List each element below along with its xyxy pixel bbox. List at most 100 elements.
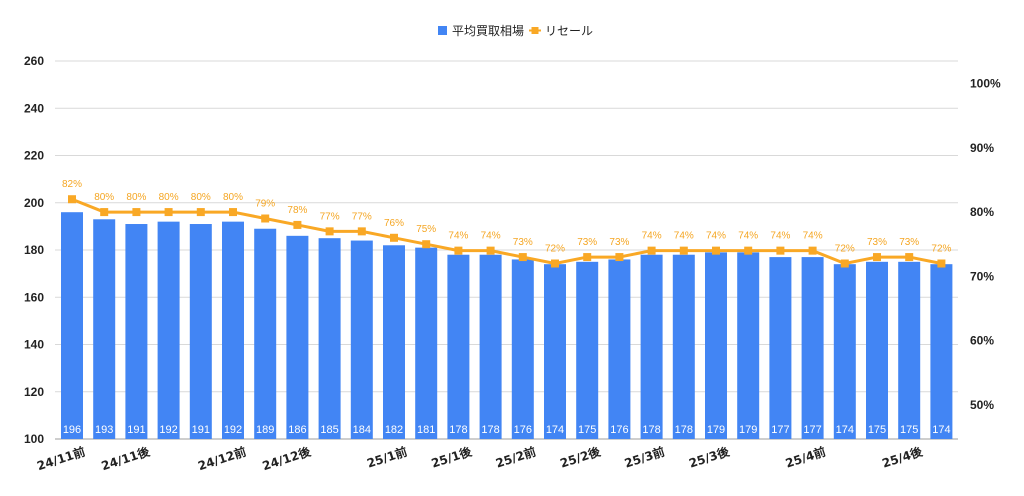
x-tick-label: 24/12前 (196, 444, 248, 474)
bar-value-label: 178 (481, 424, 499, 436)
bar (415, 247, 438, 439)
y-left-tick-label: 120 (24, 385, 44, 399)
line-value-label: 73% (577, 237, 597, 248)
line-point (196, 208, 205, 217)
line-point (229, 208, 237, 217)
bar-value-label: 174 (546, 424, 564, 436)
line-point (164, 208, 173, 217)
line-value-label: 74% (706, 231, 726, 242)
bar (705, 252, 727, 439)
bar (479, 254, 502, 439)
y-axis-right: 50% 60% 70% 80% 90% 100% (970, 77, 1001, 412)
line-value-label: 73% (609, 237, 629, 248)
bar (318, 238, 341, 439)
y-left-tick-label: 140 (24, 338, 44, 352)
bar-value-label: 174 (836, 424, 854, 436)
line-point (615, 253, 624, 262)
line-point (776, 246, 785, 255)
y-left-tick-label: 160 (24, 290, 44, 304)
line-point (390, 233, 398, 242)
line-value-label: 74% (770, 231, 790, 242)
bar-value-label: 174 (932, 424, 950, 436)
bar-value-label: 178 (449, 424, 467, 436)
bar-value-label: 178 (642, 424, 660, 436)
bar (769, 257, 792, 439)
bar-value-label: 177 (803, 424, 821, 436)
y-right-tick-label: 90% (970, 141, 994, 155)
bar (608, 259, 631, 439)
line-value-label: 72% (835, 244, 855, 255)
bar-value-label: 181 (417, 424, 435, 436)
line-value-label: 72% (931, 244, 951, 255)
bar (222, 221, 244, 439)
x-tick-label: 25/1前 (365, 444, 409, 471)
x-tick-label: 25/3後 (687, 443, 732, 470)
bar-value-label: 182 (385, 424, 403, 436)
line-value-label: 77% (352, 211, 372, 222)
bar-value-label: 175 (868, 424, 886, 436)
line-value-label: 80% (223, 192, 243, 203)
y-left-tick-label: 180 (24, 243, 44, 257)
line-point (647, 246, 656, 255)
bar (576, 261, 599, 439)
x-tick-label: 24/11前 (35, 444, 87, 474)
bar (801, 257, 824, 439)
bar-value-label: 193 (95, 424, 113, 436)
line-point (808, 246, 817, 255)
line-value-label: 75% (416, 224, 436, 235)
line-point (551, 259, 559, 268)
bar (447, 254, 470, 439)
line-point (937, 259, 946, 268)
line-value-label: 74% (642, 231, 662, 242)
line-point (422, 240, 431, 249)
resale-line (71, 197, 942, 265)
line-point (840, 259, 849, 268)
bar (640, 254, 663, 439)
y-left-tick-label: 260 (24, 54, 44, 68)
bar-value-label: 185 (320, 424, 338, 436)
bar (898, 261, 921, 439)
line-point (679, 246, 688, 255)
y-axis-left: 100 120 140 160 180 200 220 240 260 (24, 54, 44, 446)
line-value-label: 73% (867, 237, 887, 248)
bar (672, 254, 695, 439)
bar-series (61, 212, 953, 439)
bar (930, 264, 953, 439)
x-tick-label: 25/3前 (622, 444, 666, 471)
y-right-tick-label: 50% (970, 398, 994, 412)
line-value-label: 74% (803, 231, 823, 242)
bar (125, 224, 148, 439)
y-left-tick-label: 100 (24, 432, 44, 446)
line-labels: 82% 80% 80% 80% 80% 80% 79% 78% 77% 77% 76% 75% 74% 7… (62, 179, 952, 254)
line-value-label: 74% (448, 231, 468, 242)
line-point (132, 208, 141, 217)
bar-value-label: 176 (514, 424, 532, 436)
x-tick-label: 25/4後 (880, 443, 925, 470)
bar (157, 221, 180, 439)
bar (350, 240, 373, 439)
y-left-tick-label: 200 (24, 196, 44, 210)
line-point (454, 246, 463, 255)
y-right-tick-label: 70% (970, 269, 994, 283)
x-tick-label: 25/2後 (558, 443, 603, 470)
line-value-label: 77% (320, 211, 340, 222)
bar-value-label: 179 (739, 424, 757, 436)
x-tick-label: 25/4前 (783, 444, 827, 471)
legend-swatch-marker (531, 27, 539, 34)
x-axis: 24/11前 24/11後 24/12前 24/12後 25/1前 25/1後 25/2前 2… (35, 443, 925, 473)
line-point (744, 246, 753, 255)
legend: 平均買取相場 リセール (438, 24, 593, 38)
line-value-label: 73% (513, 237, 533, 248)
line-value-label: 78% (287, 205, 307, 216)
line-value-label: 74% (674, 231, 694, 242)
bar (286, 235, 309, 439)
line-point (712, 246, 720, 255)
y-right-tick-label: 100% (970, 77, 1001, 91)
line-value-label: 80% (159, 192, 179, 203)
y-right-tick-label: 60% (970, 334, 994, 348)
bar (544, 264, 566, 439)
line-value-label: 74% (738, 231, 758, 242)
line-value-label: 80% (126, 192, 146, 203)
line-point (905, 253, 914, 262)
line-value-label: 80% (191, 192, 211, 203)
